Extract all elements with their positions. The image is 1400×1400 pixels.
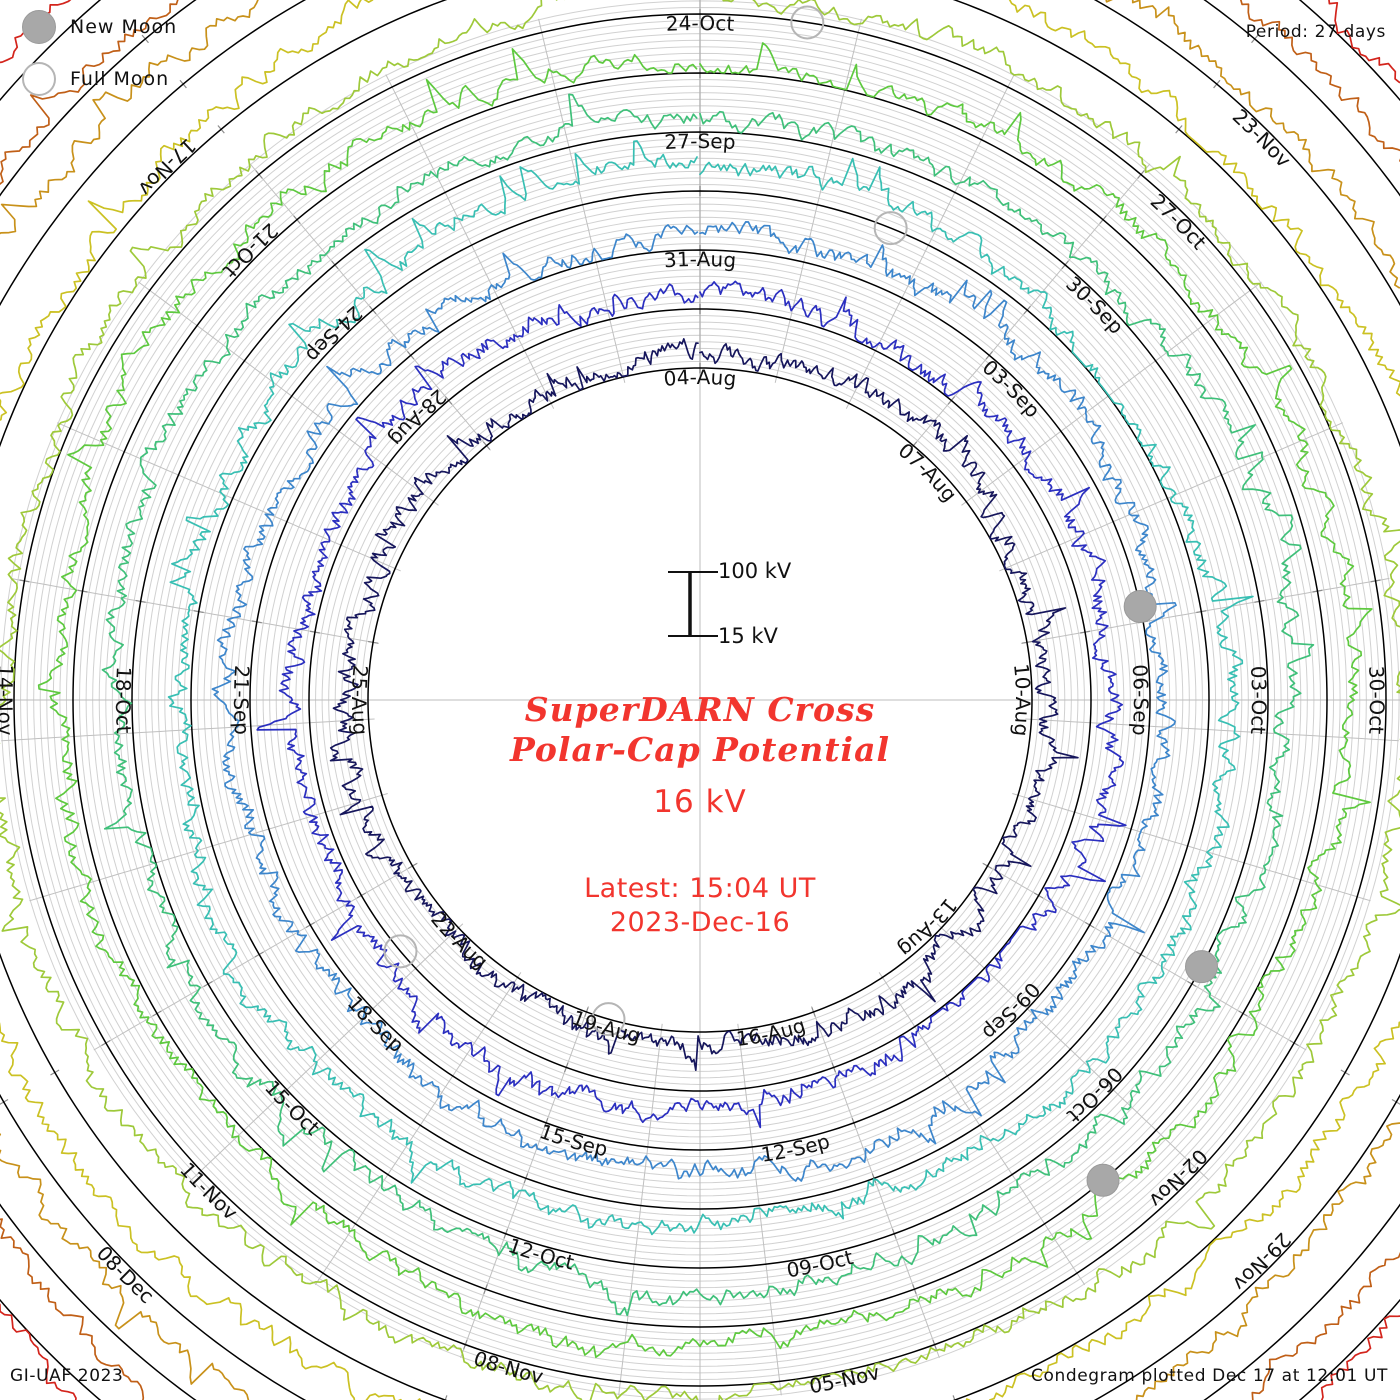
scale-low-label: 15 kV [718, 624, 778, 648]
ring-date-label: 18-Oct [111, 666, 136, 734]
ring-date-label: 27-Sep [664, 129, 737, 154]
day-spoke [190, 923, 464, 1181]
day-spoke [57, 422, 401, 572]
ring-date-label: 30-Oct [1364, 665, 1389, 735]
current-value: 16 kV [653, 784, 747, 820]
page-title-line1: SuperDARN Cross [524, 690, 876, 729]
full-moon-marker [873, 211, 908, 246]
ring-date-label: 16-Aug [735, 1013, 808, 1051]
ring-date-label: 04-Aug [663, 365, 738, 391]
rotation-baseline [308, 308, 1092, 1092]
rotation-baseline [13, 13, 1387, 1387]
day-spoke [1, 718, 375, 742]
day-spoke [1025, 718, 1399, 742]
day-spoke [138, 281, 439, 506]
ring-date-label: 24-Oct [665, 11, 735, 36]
new-moon-icon [22, 10, 56, 44]
day-spoke [999, 422, 1343, 572]
ring-date-label: 21-Oct [218, 218, 283, 283]
day-spoke [1012, 793, 1371, 902]
rotation-trace [329, 338, 1079, 1072]
ring-date-label: 17-Nov [133, 133, 200, 200]
plotted-timestamp-label: Condegram plotted Dec 17 at 12:01 UT [1030, 1366, 1388, 1386]
new-moon-label: New Moon [70, 16, 178, 38]
day-spoke [385, 74, 555, 409]
day-spoke [774, 18, 862, 383]
rotation-trace [167, 140, 1254, 1236]
new-moon-marker [1086, 1163, 1120, 1197]
ring-date-label: 27-Oct [1146, 189, 1211, 254]
rotation-baseline [131, 131, 1269, 1269]
new-moon-marker [1185, 950, 1219, 984]
day-spoke [314, 972, 522, 1286]
ring-date-label: 23-Nov [1228, 104, 1296, 172]
rotation-trace [101, 93, 1315, 1317]
rotation-baseline [72, 72, 1328, 1328]
full-moon-icon [22, 62, 56, 96]
ring-date-label: 12-Sep [759, 1129, 832, 1167]
credit-label: GI-UAF 2023 [10, 1366, 124, 1386]
day-spoke [618, 1023, 663, 1396]
legend-new-moon: New Moon [22, 10, 177, 44]
page-title-line2: Polar-Cap Potential [509, 730, 891, 769]
rotation-trace [211, 221, 1177, 1182]
ring-date-label: 31-Aug [663, 247, 737, 272]
ring-date-label: 06-Sep [1128, 663, 1153, 736]
ring-date-label: 25-Aug [347, 664, 373, 736]
full-moon-marker [790, 5, 825, 40]
ring-date-label: 12-Oct [505, 1233, 576, 1275]
rotation-baseline [367, 367, 1033, 1033]
center-annotation: SuperDARN Cross Polar-Cap Potential 16 k… [400, 690, 1000, 940]
day-spoke [878, 972, 1086, 1286]
latest-timestamp: Latest: 15:04 UT 2023-Dec-16 [400, 872, 1000, 940]
rotation-baseline [190, 190, 1210, 1210]
ring-date-label: 14-Nov [0, 664, 18, 736]
full-moon-label: Full Moon [70, 68, 170, 90]
moon-markers [383, 5, 1219, 1197]
full-moon-marker [383, 934, 418, 969]
day-spoke [845, 74, 1015, 409]
day-spoke [538, 18, 626, 383]
ring-date-label: 21-Sep [229, 665, 254, 736]
legend-full-moon: Full Moon [22, 62, 169, 96]
full-moon-marker [591, 1002, 626, 1037]
day-spoke [961, 281, 1262, 506]
new-moon-marker [1123, 589, 1157, 623]
ring-date-label: 28-Aug [384, 384, 451, 451]
day-spoke [737, 1023, 782, 1396]
latest-time-line: Latest: 15:04 UT [584, 873, 816, 904]
scale-bar [668, 571, 718, 637]
ring-date-label: 29-Nov [1228, 1228, 1296, 1296]
baseline-tick [444, 1395, 448, 1400]
scale-high-label: 100 kV [718, 559, 792, 583]
ring-date-label: 19-Aug [569, 1005, 643, 1047]
ring-date-label: 08-Dec [92, 1241, 159, 1308]
period-label: Period: 27 days [1245, 22, 1386, 42]
ring-date-label: 10-Aug [1009, 663, 1035, 738]
rotation-baseline [249, 249, 1151, 1151]
ring-date-label: 05-Nov [808, 1360, 883, 1398]
ring-date-label: 18-Sep [343, 991, 409, 1057]
ring-date-label: 24-Sep [301, 301, 367, 367]
latest-date-line: 2023-Dec-16 [609, 907, 791, 938]
ring-date-label: 03-Oct [1246, 665, 1271, 735]
rotation-trace [256, 280, 1127, 1129]
baseline-tick [952, 1395, 956, 1400]
rotation-trace [37, 42, 1373, 1359]
